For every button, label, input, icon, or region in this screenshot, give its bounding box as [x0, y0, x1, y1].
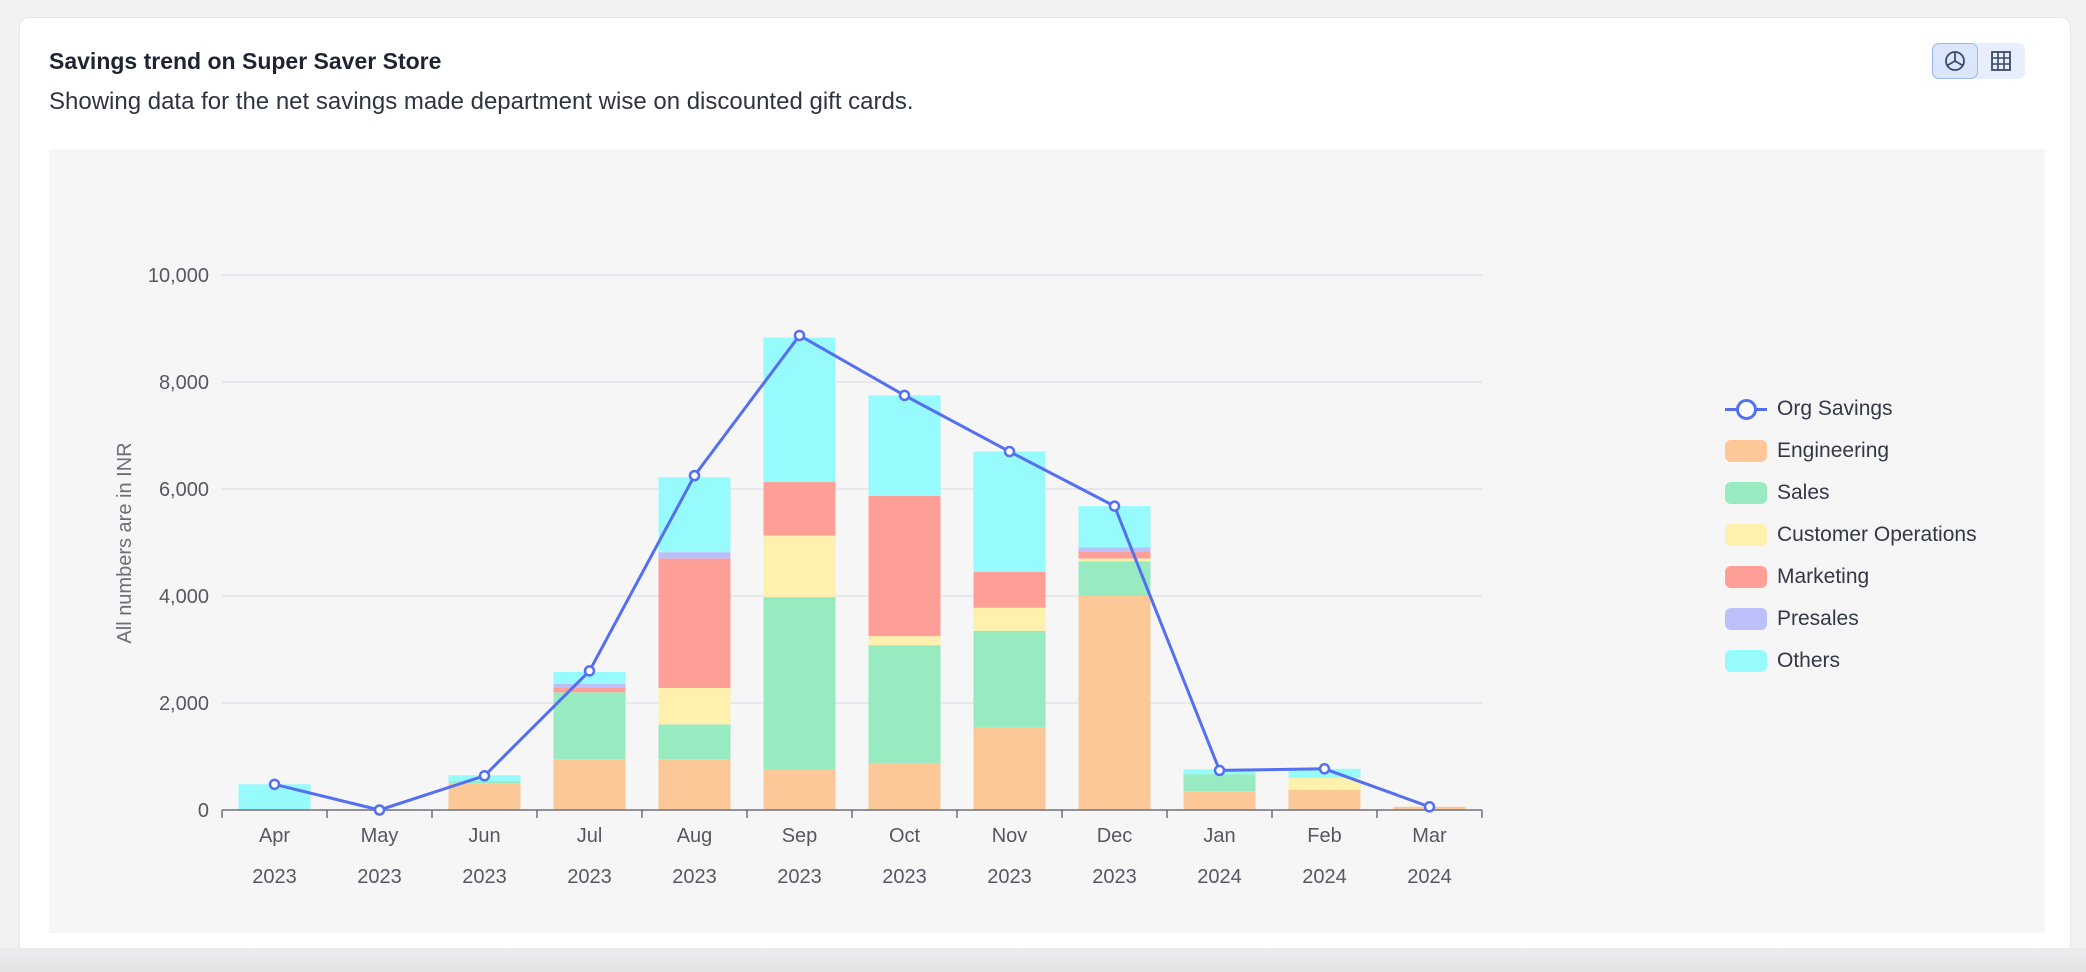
table-view-button[interactable]: [1978, 43, 2024, 79]
legend-label: Engineering: [1777, 439, 1890, 462]
chart-title: Savings trend on Super Saver Store: [49, 48, 442, 74]
table-grid-icon: [1991, 51, 2011, 71]
sales-swatch-icon: [1725, 482, 1767, 504]
chart-legend: Org Savings Engineering Sales Customer O…: [1725, 388, 1977, 682]
legend-label: Marketing: [1777, 565, 1870, 588]
others-swatch-icon: [1725, 650, 1767, 672]
customer-operations-swatch-icon: [1725, 524, 1767, 546]
view-toggle: [1932, 43, 2025, 79]
legend-label: Others: [1777, 649, 1841, 672]
presales-swatch-icon: [1725, 608, 1767, 630]
legend-item-others[interactable]: Others: [1725, 640, 1977, 682]
legend-label: Presales: [1777, 607, 1859, 630]
legend-item-org-savings[interactable]: Org Savings: [1725, 388, 1977, 430]
marketing-swatch-icon: [1725, 566, 1767, 588]
legend-item-customer-operations[interactable]: Customer Operations: [1725, 514, 1977, 556]
chart-view-button[interactable]: [1932, 43, 1978, 79]
legend-item-presales[interactable]: Presales: [1725, 598, 1977, 640]
chart-subtitle: Showing data for the net savings made de…: [49, 88, 914, 115]
legend-item-marketing[interactable]: Marketing: [1725, 556, 1977, 598]
page-bottom-edge: [0, 948, 2086, 972]
engineering-swatch-icon: [1725, 440, 1767, 462]
pie-chart-icon: [1945, 51, 1965, 71]
legend-label: Sales: [1777, 481, 1830, 504]
legend-label: Customer Operations: [1777, 523, 1977, 546]
line-marker-icon: [1725, 398, 1767, 420]
legend-item-engineering[interactable]: Engineering: [1725, 430, 1977, 472]
legend-item-sales[interactable]: Sales: [1725, 472, 1977, 514]
legend-label: Org Savings: [1777, 397, 1893, 420]
